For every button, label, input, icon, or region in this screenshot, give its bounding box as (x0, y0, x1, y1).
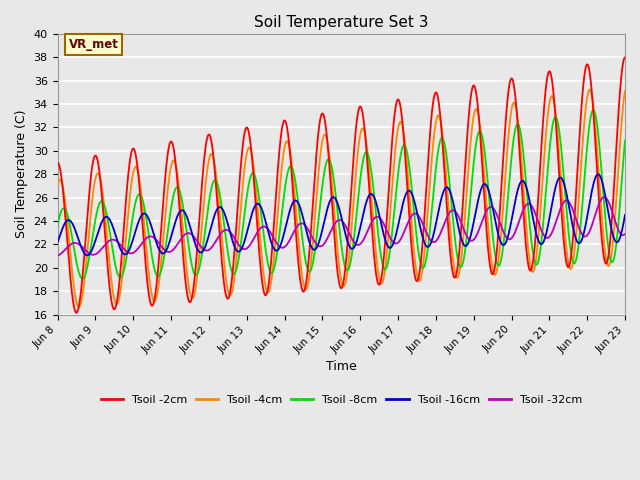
Text: VR_met: VR_met (69, 38, 119, 51)
Legend: Tsoil -2cm, Tsoil -4cm, Tsoil -8cm, Tsoil -16cm, Tsoil -32cm: Tsoil -2cm, Tsoil -4cm, Tsoil -8cm, Tsoi… (96, 390, 586, 409)
Y-axis label: Soil Temperature (C): Soil Temperature (C) (15, 110, 28, 239)
X-axis label: Time: Time (326, 360, 356, 373)
Title: Soil Temperature Set 3: Soil Temperature Set 3 (254, 15, 429, 30)
